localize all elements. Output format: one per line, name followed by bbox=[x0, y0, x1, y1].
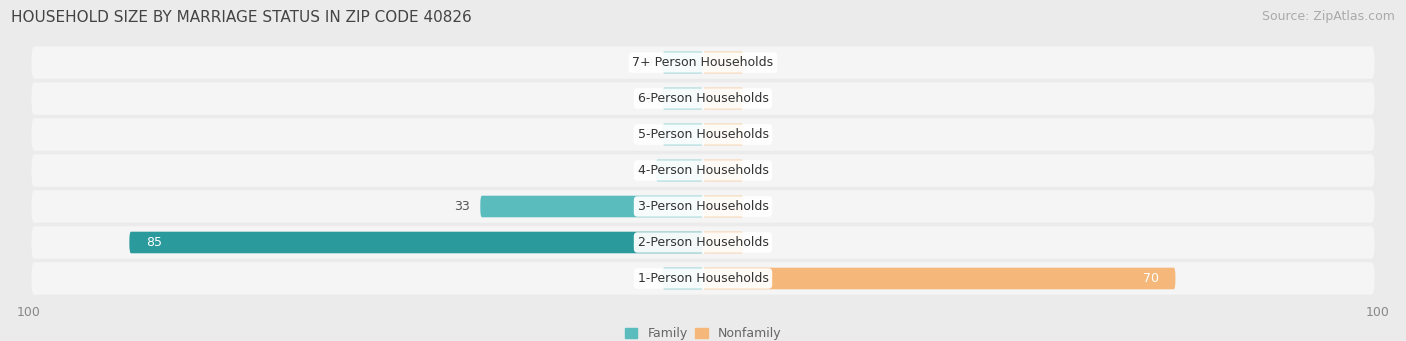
Text: 2-Person Households: 2-Person Households bbox=[637, 236, 769, 249]
FancyBboxPatch shape bbox=[703, 160, 744, 181]
Legend: Family, Nonfamily: Family, Nonfamily bbox=[624, 327, 782, 340]
Text: 85: 85 bbox=[146, 236, 162, 249]
FancyBboxPatch shape bbox=[703, 88, 744, 109]
Text: 7+ Person Households: 7+ Person Households bbox=[633, 56, 773, 69]
FancyBboxPatch shape bbox=[703, 232, 744, 253]
FancyBboxPatch shape bbox=[31, 46, 1375, 79]
Text: 0: 0 bbox=[754, 200, 762, 213]
Text: 0: 0 bbox=[644, 272, 652, 285]
Text: 5-Person Households: 5-Person Households bbox=[637, 128, 769, 141]
FancyBboxPatch shape bbox=[662, 268, 703, 289]
FancyBboxPatch shape bbox=[31, 154, 1375, 187]
FancyBboxPatch shape bbox=[662, 52, 703, 73]
Text: HOUSEHOLD SIZE BY MARRIAGE STATUS IN ZIP CODE 40826: HOUSEHOLD SIZE BY MARRIAGE STATUS IN ZIP… bbox=[11, 10, 472, 25]
FancyBboxPatch shape bbox=[703, 52, 744, 73]
Text: 0: 0 bbox=[754, 92, 762, 105]
Text: 0: 0 bbox=[754, 236, 762, 249]
Text: 4-Person Households: 4-Person Households bbox=[637, 164, 769, 177]
FancyBboxPatch shape bbox=[31, 190, 1375, 223]
FancyBboxPatch shape bbox=[31, 262, 1375, 295]
FancyBboxPatch shape bbox=[129, 232, 703, 253]
FancyBboxPatch shape bbox=[662, 124, 703, 145]
Text: 1-Person Households: 1-Person Households bbox=[637, 272, 769, 285]
FancyBboxPatch shape bbox=[31, 118, 1375, 151]
Text: 0: 0 bbox=[754, 164, 762, 177]
Text: 70: 70 bbox=[1143, 272, 1159, 285]
FancyBboxPatch shape bbox=[31, 82, 1375, 115]
FancyBboxPatch shape bbox=[481, 196, 703, 217]
FancyBboxPatch shape bbox=[662, 88, 703, 109]
Text: 3-Person Households: 3-Person Households bbox=[637, 200, 769, 213]
Text: 33: 33 bbox=[454, 200, 470, 213]
Text: 7: 7 bbox=[638, 164, 645, 177]
FancyBboxPatch shape bbox=[31, 226, 1375, 259]
FancyBboxPatch shape bbox=[703, 268, 1175, 289]
Text: Source: ZipAtlas.com: Source: ZipAtlas.com bbox=[1261, 10, 1395, 23]
Text: 3: 3 bbox=[644, 128, 652, 141]
Text: 0: 0 bbox=[754, 128, 762, 141]
FancyBboxPatch shape bbox=[703, 196, 744, 217]
Text: 6-Person Households: 6-Person Households bbox=[637, 92, 769, 105]
FancyBboxPatch shape bbox=[655, 160, 703, 181]
Text: 0: 0 bbox=[754, 56, 762, 69]
Text: 0: 0 bbox=[644, 56, 652, 69]
FancyBboxPatch shape bbox=[703, 124, 744, 145]
Text: 6: 6 bbox=[644, 92, 652, 105]
